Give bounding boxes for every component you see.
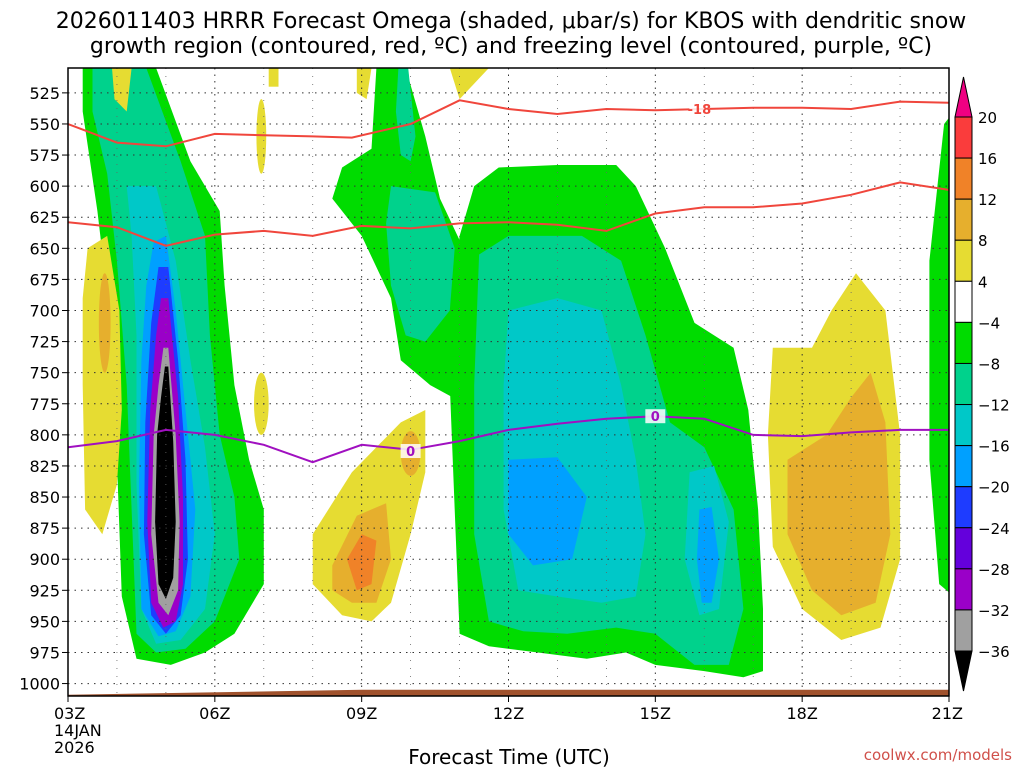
- y-tick-label: 800: [29, 426, 60, 445]
- colorbar-swatch: [954, 609, 973, 652]
- omega-subsidence-sliver1-yellow: [256, 99, 267, 174]
- plot-area: -18 0 0: [67, 67, 950, 697]
- y-tick-label: 750: [29, 364, 60, 383]
- y-tick-label: 675: [29, 270, 60, 289]
- y-tick-label: 600: [29, 177, 60, 196]
- contour-0C: [68, 415, 949, 464]
- omega-subsidence-east-orange: [787, 372, 891, 616]
- y-tick-label: 550: [29, 115, 60, 134]
- colorbar-label: −28: [978, 561, 1010, 579]
- y-tick-label: 925: [29, 581, 60, 600]
- y-tick-label: 850: [29, 488, 60, 507]
- contour-label-0C: 0: [651, 410, 660, 425]
- x-tick-year: 2026: [54, 738, 95, 757]
- y-tick-label: 625: [29, 208, 60, 227]
- colorbar-swatch: [954, 321, 973, 364]
- temperature-contours: -18 0 0: [68, 99, 949, 464]
- omega-region-mid-teal-top: [395, 68, 416, 162]
- omega-subsidence-top3-yellow: [356, 68, 372, 100]
- y-tick-label: 950: [29, 612, 60, 631]
- colorbar-label: −4: [978, 314, 1000, 332]
- omega-subsidence-top2-yellow: [268, 68, 279, 87]
- y-tick-label: 900: [29, 550, 60, 569]
- colorbar-label: −36: [978, 643, 1010, 661]
- omega-region-edge-green: [929, 117, 949, 593]
- y-axis-pressure: 525 550 575 600 625 650 675 700 725 750 775 800 825 8…: [19, 84, 68, 694]
- colorbar-label: −24: [978, 520, 1010, 538]
- colorbar-label: 4: [978, 273, 988, 291]
- colorbar-label: −16: [978, 438, 1010, 456]
- colorbar-swatch: [954, 445, 973, 488]
- contour--18C: [68, 99, 949, 148]
- x-tick-label: 18Z: [787, 704, 818, 723]
- colorbar-swatch: [954, 239, 973, 282]
- colorbar-swatch: [954, 116, 973, 159]
- colorbar: 20 16 12 8 4 −4 −8 −12 −16 −20 −24 −28 −32 −36: [954, 76, 1010, 692]
- colorbar-swatch: [954, 527, 973, 570]
- chart-title-line-2: growth region (contoured, red, ºC) and f…: [90, 34, 932, 59]
- x-axis-title: Forecast Time (UTC): [408, 745, 610, 768]
- omega-region-east-ltblue: [696, 507, 719, 603]
- y-tick-label: 875: [29, 519, 60, 538]
- y-tick-label: 700: [29, 301, 60, 320]
- colorbar-swatch: [954, 404, 973, 447]
- terrain-polygon: [68, 689, 949, 696]
- x-tick-label: 09Z: [346, 704, 377, 723]
- colorbar-swatch: [954, 486, 973, 529]
- y-tick-label: 725: [29, 333, 60, 352]
- omega-region-west-black: [155, 366, 176, 599]
- x-tick-label: 15Z: [640, 704, 671, 723]
- y-tick-label: 575: [29, 146, 60, 165]
- omega-subsidence-west-orange: [98, 273, 111, 373]
- omega-region-central-ltblue: [508, 457, 587, 566]
- omega-subsidence-sliver2-yellow: [253, 372, 269, 435]
- contour-label-bg: [689, 102, 710, 117]
- gridlines: [67, 68, 950, 696]
- colorbar-swatch: [954, 568, 973, 611]
- contour-label--18C: -18: [688, 103, 712, 118]
- chart-title-line-1: 2026011403 HRRR Forecast Omega (shaded, …: [56, 9, 967, 34]
- y-tick-label: 1000: [19, 675, 60, 694]
- contour-label-bg: [400, 444, 421, 459]
- credit-link[interactable]: coolwx.com/models: [864, 746, 1012, 764]
- x-tick-label: 06Z: [199, 704, 230, 723]
- colorbar-swatch: [954, 157, 973, 200]
- colorbar-swatch: [954, 198, 973, 241]
- x-tick-label: 21Z: [932, 704, 963, 723]
- contour--12C: [68, 181, 949, 247]
- colorbar-swatch: [954, 362, 973, 406]
- terrain-ground: [68, 689, 949, 696]
- y-tick-label: 650: [29, 239, 60, 258]
- colorbar-label: 20: [978, 109, 997, 127]
- colorbar-label: 8: [978, 232, 988, 250]
- contour-label-0C: 0: [406, 445, 415, 460]
- colorbar-swatch: [954, 280, 973, 323]
- colorbar-label: −20: [978, 479, 1010, 497]
- y-tick-label: 525: [29, 84, 60, 103]
- x-tick-label: 03Z: [54, 704, 85, 723]
- x-tick-label: 12Z: [493, 704, 524, 723]
- omega-subsidence-west-yellow: [82, 235, 122, 535]
- contour-label-bg: [645, 409, 666, 424]
- colorbar-label: −8: [978, 355, 1000, 373]
- omega-subsidence-top4-yellow: [449, 68, 489, 100]
- colorbar-bottom-arrow: [954, 650, 973, 692]
- y-tick-label: 775: [29, 395, 60, 414]
- colorbar-label: −32: [978, 602, 1010, 620]
- y-tick-label: 825: [29, 457, 60, 476]
- x-tick-date: 14JAN: [54, 721, 102, 740]
- colorbar-label: 16: [978, 150, 997, 168]
- omega-shading: [82, 68, 949, 678]
- y-tick-label: 975: [29, 643, 60, 662]
- colorbar-label: 12: [978, 191, 997, 209]
- colorbar-label: −12: [978, 397, 1010, 415]
